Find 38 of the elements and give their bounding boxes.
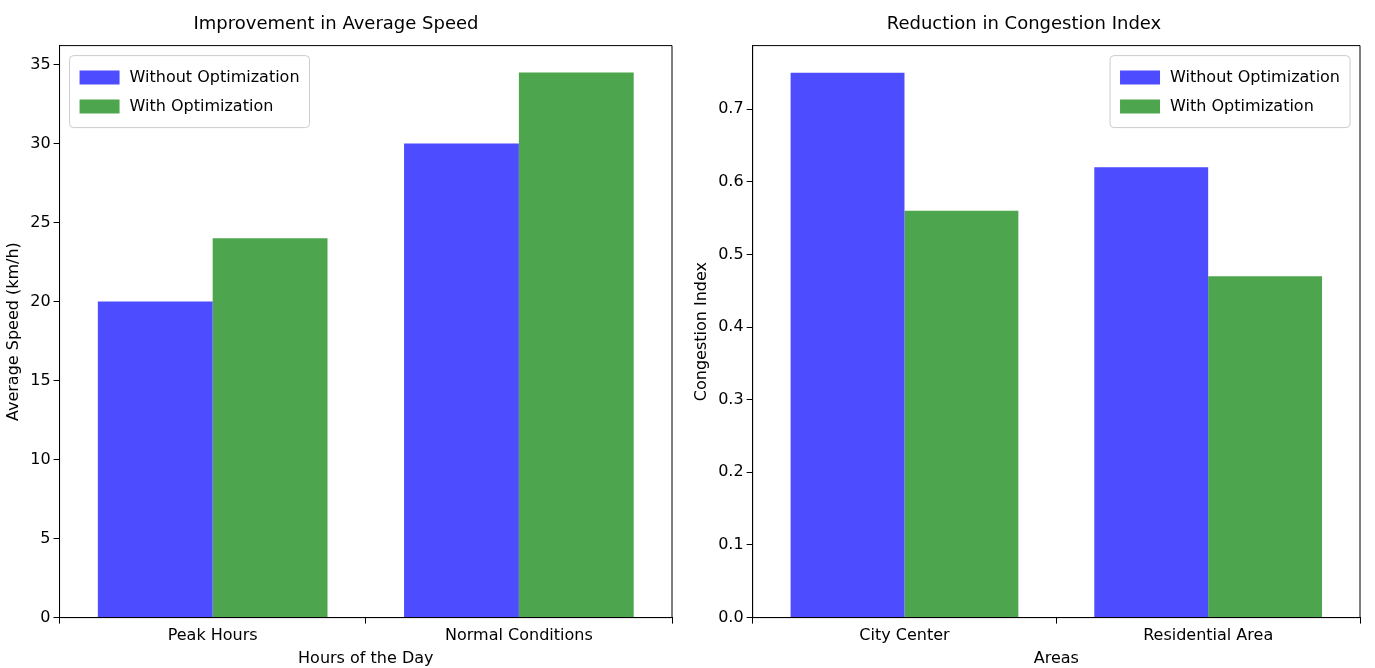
y-tick-label: 0 — [40, 606, 51, 626]
y-tick-label: 30 — [30, 132, 51, 152]
legend-label: Without Optimization — [1170, 66, 1340, 86]
legend-label: With Optimization — [129, 95, 274, 115]
x-tick-label: City Center — [859, 625, 951, 645]
y-tick-label: 25 — [30, 211, 51, 231]
y-tick-label: 0.7 — [718, 98, 744, 118]
legend-label: With Optimization — [1170, 95, 1314, 115]
bar — [212, 238, 328, 618]
bar — [404, 143, 519, 618]
y-tick-label: 0.5 — [718, 243, 744, 263]
x-tick-label: Residential Area — [1143, 625, 1274, 645]
y-axis-title: Congestion Index — [690, 261, 710, 402]
y-tick-label: 0.1 — [718, 534, 744, 554]
bar — [1208, 276, 1323, 618]
y-tick-label: 0.0 — [718, 606, 744, 626]
y-tick-label: 20 — [30, 290, 51, 310]
y-tick-label: 10 — [30, 448, 51, 468]
y-tick-label: 15 — [30, 369, 51, 389]
legend-label: Without Optimization — [129, 66, 300, 86]
bar — [518, 72, 634, 618]
x-tick-label: Peak Hours — [167, 625, 258, 645]
bar — [790, 72, 905, 618]
y-axis-title: Average Speed (km/h) — [2, 242, 22, 422]
y-tick-label: 5 — [40, 527, 51, 547]
y-tick-label: 0.4 — [718, 316, 744, 336]
y-tick-label: 0.6 — [718, 170, 744, 190]
x-axis-title: Hours of the Day — [298, 647, 434, 667]
bar — [1094, 167, 1209, 618]
chart-title: Improvement in Average Speed — [193, 12, 479, 34]
x-axis-title: Areas — [1033, 647, 1079, 667]
y-tick-label: 0.2 — [718, 461, 744, 481]
x-tick-label: Normal Conditions — [445, 625, 593, 645]
y-tick-label: 0.3 — [718, 388, 744, 408]
chart-title: Reduction in Congestion Index — [886, 12, 1162, 34]
y-tick-label: 35 — [30, 53, 51, 73]
bar — [97, 301, 213, 618]
bar — [904, 210, 1019, 618]
